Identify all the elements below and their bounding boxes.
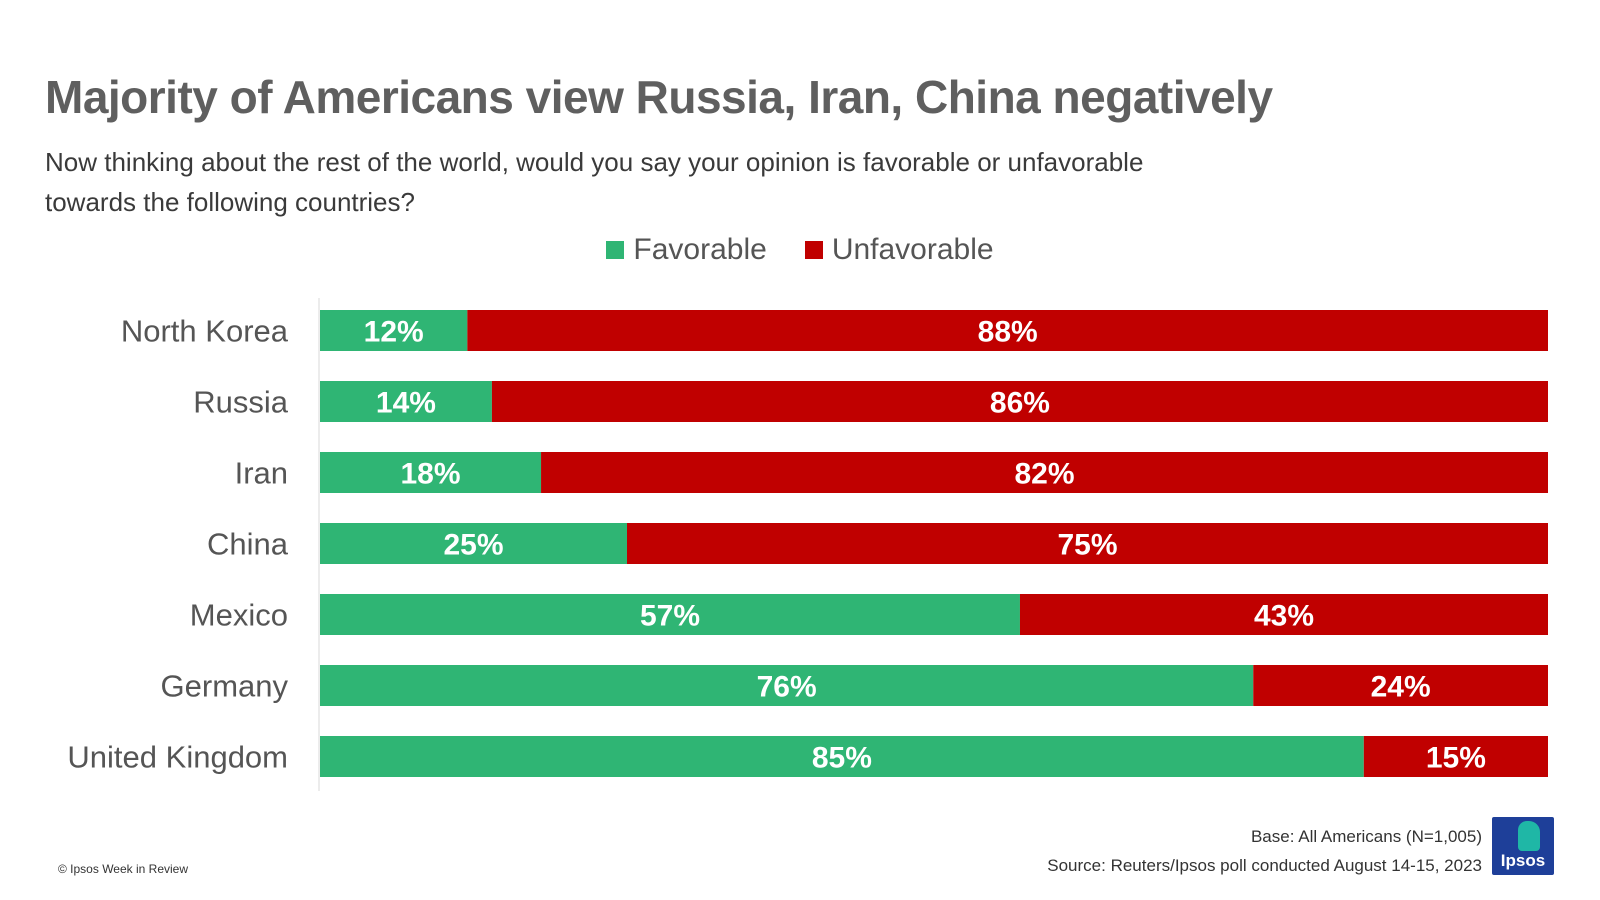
logo-figure-icon bbox=[1518, 821, 1540, 851]
bar-unfavorable-china bbox=[627, 523, 1548, 564]
data-label-favorable-germany: 76% bbox=[757, 671, 817, 704]
legend-label-favorable: Favorable bbox=[633, 233, 767, 266]
bar-favorable-china bbox=[320, 523, 627, 564]
base-note: Base: All Americans (N=1,005) bbox=[1250, 827, 1482, 846]
data-label-favorable-mexico: 57% bbox=[640, 600, 700, 633]
bar-unfavorable-iran bbox=[541, 452, 1548, 493]
category-label-russia: Russia bbox=[193, 385, 289, 420]
legend-label-unfavorable: Unfavorable bbox=[831, 233, 994, 266]
category-label-germany: Germany bbox=[161, 669, 289, 704]
bar-favorable-russia bbox=[320, 381, 492, 422]
data-label-favorable-united-kingdom: 85% bbox=[812, 742, 872, 775]
copyright-note: © Ipsos Week in Review bbox=[58, 862, 189, 876]
category-label-iran: Iran bbox=[235, 456, 288, 491]
data-label-unfavorable-iran: 82% bbox=[1014, 458, 1074, 491]
bar-unfavorable-united-kingdom bbox=[1363, 736, 1548, 777]
bar-favorable-iran bbox=[320, 452, 542, 493]
data-label-unfavorable-russia: 86% bbox=[990, 387, 1050, 420]
bar-unfavorable-north-korea bbox=[467, 310, 1548, 351]
bar-favorable-united-kingdom bbox=[320, 736, 1364, 777]
chart-subtitle: Now thinking about the rest of the world… bbox=[45, 147, 1144, 217]
bar-favorable-germany bbox=[320, 665, 1254, 706]
category-label-mexico: Mexico bbox=[190, 598, 288, 633]
data-label-favorable-china: 25% bbox=[443, 529, 503, 562]
bar-favorable-north-korea bbox=[320, 310, 468, 351]
ipsos-logo: Ipsos bbox=[1492, 817, 1554, 875]
data-label-favorable-north-korea: 12% bbox=[364, 316, 424, 349]
data-label-unfavorable-germany: 24% bbox=[1371, 671, 1431, 704]
legend-swatch-unfavorable bbox=[804, 241, 823, 259]
data-label-favorable-russia: 14% bbox=[376, 387, 436, 420]
data-label-unfavorable-china: 75% bbox=[1057, 529, 1117, 562]
logo-text: Ipsos bbox=[1500, 851, 1546, 870]
bar-unfavorable-germany bbox=[1253, 665, 1548, 706]
bar-favorable-mexico bbox=[320, 594, 1020, 635]
source-note: Source: Reuters/Ipsos poll conducted Aug… bbox=[1047, 856, 1482, 875]
chart-legend: Favorable Unfavorable bbox=[0, 233, 1600, 267]
data-label-unfavorable-mexico: 43% bbox=[1254, 600, 1314, 633]
data-label-favorable-iran: 18% bbox=[400, 458, 460, 491]
category-label-north-korea: North Korea bbox=[121, 314, 289, 349]
legend-item-favorable: Favorable bbox=[606, 233, 767, 267]
legend-item-unfavorable: Unfavorable bbox=[804, 233, 994, 267]
bar-unfavorable-russia bbox=[491, 381, 1548, 422]
bar-unfavorable-mexico bbox=[1019, 594, 1548, 635]
chart-title: Majority of Americans view Russia, Iran,… bbox=[45, 71, 1273, 123]
data-label-unfavorable-north-korea: 88% bbox=[978, 316, 1038, 349]
category-label-china: China bbox=[207, 527, 289, 562]
category-label-united-kingdom: United Kingdom bbox=[67, 740, 288, 775]
data-label-unfavorable-united-kingdom: 15% bbox=[1426, 742, 1486, 775]
legend-swatch-favorable bbox=[606, 241, 625, 259]
